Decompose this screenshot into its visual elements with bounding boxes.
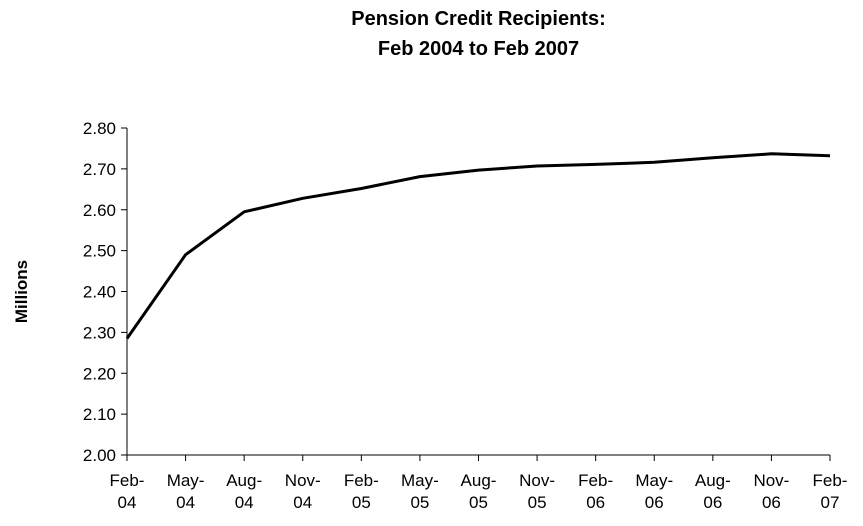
y-tick-label: 2.20 [83, 364, 116, 383]
x-tick-label: May- [401, 471, 439, 490]
x-tick-label: 04 [176, 493, 195, 512]
x-tick-label: Feb- [344, 471, 379, 490]
x-tick-label: 04 [235, 493, 254, 512]
x-axis-ticks [126, 455, 831, 461]
x-tick-label: Aug- [226, 471, 262, 490]
x-tick-label: Feb- [578, 471, 613, 490]
x-tick-label: 05 [352, 493, 371, 512]
y-axis-title: Millions [12, 260, 31, 323]
y-tick-label: 2.30 [83, 323, 116, 342]
x-tick-label: May- [167, 471, 205, 490]
series-line [125, 152, 831, 340]
y-tick-label: 2.50 [83, 242, 116, 261]
y-tick-label: 2.10 [83, 405, 116, 424]
y-tick-label: 2.70 [83, 160, 116, 179]
x-tick-label: Nov- [519, 471, 555, 490]
x-tick-label: Feb- [110, 471, 145, 490]
chart-title: Pension Credit Recipients: [351, 8, 606, 30]
x-axis-tick-labels: Feb- 04 May- 04 Aug- 04 Nov- 04 Feb- 05 May- 05 Aug-… [110, 471, 848, 512]
y-axis-tick-labels: 2.00 2.10 2.20 2.30 2.40 2.50 2.60 2.70 2.80 [83, 119, 116, 465]
x-tick-label: May- [635, 471, 673, 490]
x-tick-label: 06 [703, 493, 722, 512]
x-tick-label: 06 [762, 493, 781, 512]
x-tick-label: 04 [293, 493, 312, 512]
chart-subtitle: Feb 2004 to Feb 2007 [377, 38, 580, 60]
x-tick-label: 05 [410, 493, 429, 512]
x-tick-label: 05 [528, 493, 547, 512]
x-tick-label: 06 [645, 493, 664, 512]
y-tick-label: 2.80 [83, 119, 116, 138]
y-axis-ticks [121, 127, 127, 456]
chart-title-block: Pension Credit Recipients: Feb 2004 to F… [0, 4, 863, 64]
y-tick-label: 2.60 [83, 201, 116, 220]
y-tick-label: 2.40 [83, 283, 116, 302]
x-tick-label: 05 [469, 493, 488, 512]
x-tick-label: Nov- [753, 471, 789, 490]
x-tick-label: 07 [821, 493, 840, 512]
x-tick-label: 06 [586, 493, 605, 512]
x-tick-label: 04 [118, 493, 137, 512]
x-tick-label: Feb- [813, 471, 848, 490]
x-tick-label: Nov- [285, 471, 321, 490]
x-tick-label: Aug- [695, 471, 731, 490]
y-tick-label: 2.00 [83, 446, 116, 465]
x-tick-label: Aug- [461, 471, 497, 490]
